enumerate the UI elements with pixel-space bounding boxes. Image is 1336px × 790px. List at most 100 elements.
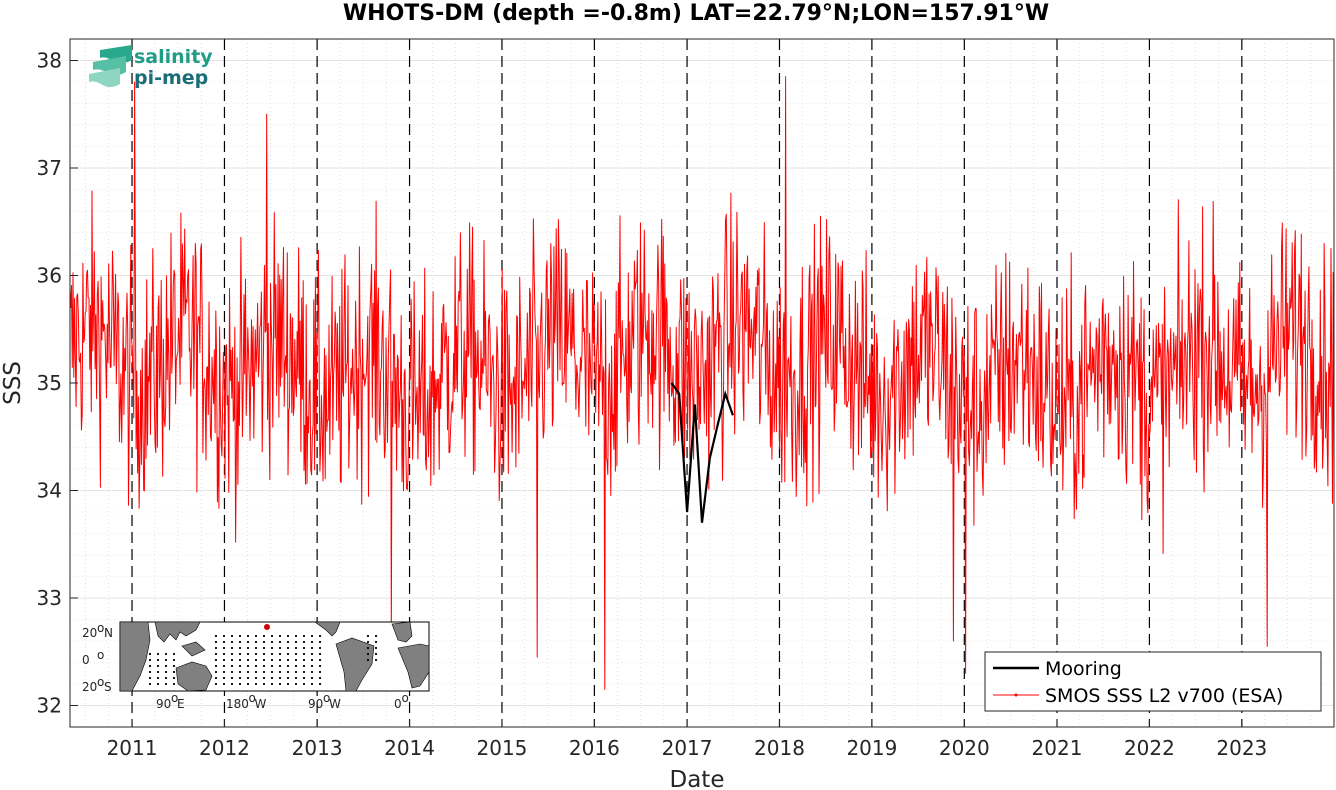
inset-lat-suffix: S: [104, 680, 112, 694]
station-dot: [254, 652, 258, 656]
x-tick-label: 2023: [1216, 736, 1267, 760]
salinity-pi-mep-logo: salinity pi-mep: [89, 45, 213, 89]
station-dot: [318, 664, 322, 668]
station-dot: [230, 646, 234, 650]
station-dot: [262, 646, 266, 650]
x-tick-label: 2017: [662, 736, 713, 760]
station-dot: [214, 634, 218, 638]
x-tick-label: 2018: [754, 736, 805, 760]
y-axis-ticks: 32 33 34 35 36 37 38: [37, 49, 78, 718]
station-dot: [214, 658, 218, 662]
station-dot: [294, 640, 298, 644]
station-dot: [310, 664, 314, 668]
station-dot: [302, 640, 306, 644]
inset-lon-label: 0: [394, 697, 402, 711]
station-dot: [238, 646, 242, 650]
station-dot: [164, 676, 168, 680]
inset-lon-label: 90: [308, 697, 323, 711]
station-dot: [246, 652, 250, 656]
station-dot: [286, 634, 290, 638]
station-dot: [310, 634, 314, 638]
station-dot: [262, 670, 266, 674]
station-dot: [238, 670, 242, 674]
legend-label-mooring: Mooring: [1045, 658, 1122, 680]
station-dot: [286, 640, 290, 644]
y-tick-label: 32: [37, 694, 62, 718]
station-dot: [164, 664, 168, 668]
station-dot: [222, 658, 226, 662]
station-dot: [238, 634, 242, 638]
station-dot: [148, 670, 152, 674]
station-dot: [214, 652, 218, 656]
station-dot: [230, 682, 234, 686]
y-tick-label: 33: [37, 586, 62, 610]
station-dot: [238, 664, 242, 668]
station-dot: [366, 652, 370, 656]
station-dot: [262, 664, 266, 668]
station-dot: [262, 634, 266, 638]
station-dot: [374, 652, 378, 656]
x-axis-ticks: 2011 2012 2013 2014 2015 2016 2017 2018 2019 2020…: [107, 719, 1267, 760]
station-dot: [278, 664, 282, 668]
inset-lat-label: 20: [82, 680, 97, 694]
station-dot: [310, 676, 314, 680]
inset-map: 20 o N0 o20 o S90 oE 180 oW 90 oW 0 o: [82, 621, 430, 711]
inset-degree-symbol: o: [97, 675, 104, 689]
station-dot: [156, 658, 160, 662]
x-tick-label: 2015: [477, 736, 528, 760]
station-dot: [302, 652, 306, 656]
logo-wave-icon: [89, 45, 132, 87]
station-dot: [164, 652, 168, 656]
inset-lat-label: 20: [82, 626, 97, 640]
station-dot: [148, 658, 152, 662]
legend-swatch-smos-marker: [1014, 693, 1018, 697]
station-dot: [302, 634, 306, 638]
station-dot: [262, 676, 266, 680]
station-dot: [302, 646, 306, 650]
station-dot: [278, 640, 282, 644]
station-dot: [318, 682, 322, 686]
station-dot: [374, 640, 378, 644]
station-dot: [156, 652, 160, 656]
inset-lon-suffix: E: [177, 697, 185, 711]
inset-lon-label: 90: [156, 697, 171, 711]
series-smos-line: [69, 76, 1335, 690]
inset-lon-suffix: W: [255, 697, 267, 711]
station-dot: [254, 664, 258, 668]
inset-map-site-marker: [264, 624, 270, 630]
station-dot: [318, 634, 322, 638]
station-dot: [270, 670, 274, 674]
station-dot: [302, 682, 306, 686]
station-dot: [238, 676, 242, 680]
x-tick-label: 2022: [1124, 736, 1175, 760]
station-dot: [172, 682, 176, 686]
station-dot: [270, 640, 274, 644]
station-dot: [270, 658, 274, 662]
station-dot: [230, 676, 234, 680]
plot-area: [69, 38, 1335, 728]
station-dot: [318, 652, 322, 656]
station-dot: [148, 676, 152, 680]
station-dot: [278, 652, 282, 656]
x-tick-label: 2014: [384, 736, 435, 760]
inset-map-stations: [148, 634, 378, 686]
station-dot: [246, 676, 250, 680]
station-dot: [230, 658, 234, 662]
station-dot: [262, 640, 266, 644]
station-dot: [294, 646, 298, 650]
station-dot: [366, 640, 370, 644]
station-dot: [278, 670, 282, 674]
station-dot: [366, 634, 370, 638]
station-dot: [262, 658, 266, 662]
station-dot: [214, 646, 218, 650]
inset-degree-symbol: o: [402, 691, 409, 705]
x-tick-label: 2016: [569, 736, 620, 760]
station-dot: [222, 640, 226, 644]
station-dot: [172, 676, 176, 680]
station-dot: [148, 664, 152, 668]
station-dot: [310, 646, 314, 650]
x-tick-label: 2013: [292, 736, 343, 760]
inset-map-land: [119, 621, 430, 692]
x-tick-label: 2021: [1032, 736, 1083, 760]
station-dot: [286, 682, 290, 686]
